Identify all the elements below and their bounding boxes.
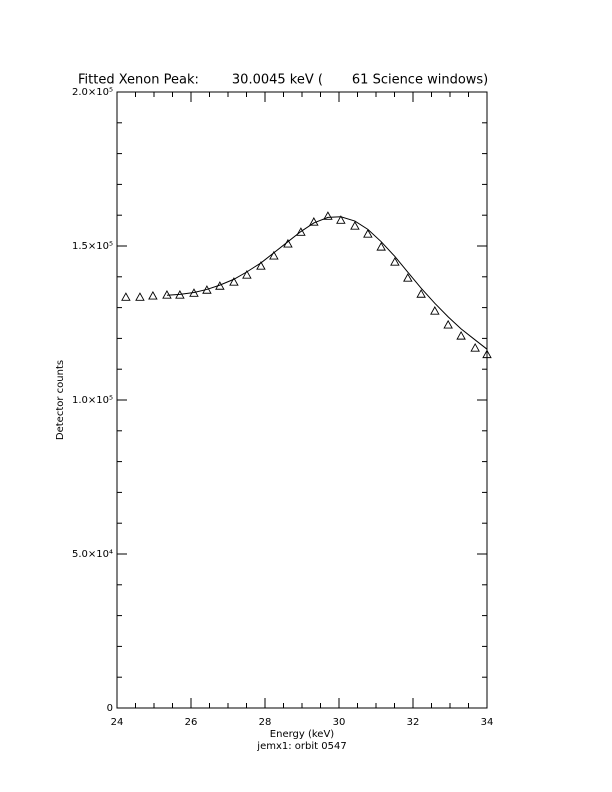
data-point — [482, 349, 492, 359]
data-point — [470, 343, 480, 352]
data-point — [229, 277, 239, 286]
y-tick-label: 2.0×10⁵ — [72, 87, 113, 98]
data-point — [269, 250, 279, 260]
data-point — [296, 227, 306, 236]
data-point — [256, 261, 266, 270]
y-tick-label: 1.0×10⁵ — [72, 395, 113, 406]
fit-line — [166, 216, 488, 350]
x-tick-label: 26 — [185, 717, 198, 728]
data-point — [363, 229, 373, 238]
data-point — [162, 290, 172, 299]
data-point — [430, 306, 440, 315]
data-point — [390, 257, 400, 266]
data-point — [350, 221, 360, 230]
data-point — [456, 331, 466, 340]
caption: jemx1: orbit 0547 — [256, 741, 346, 752]
data-point — [443, 319, 453, 329]
y-tick-label: 5.0×10⁴ — [72, 549, 113, 560]
x-tick-label: 32 — [407, 717, 420, 728]
data-point — [376, 241, 386, 251]
x-tick-label: 30 — [333, 717, 346, 728]
data-point — [403, 273, 413, 282]
y-axis-label: Detector counts — [55, 360, 66, 440]
x-tick-label: 24 — [111, 717, 124, 728]
x-tick-label: 28 — [259, 717, 272, 728]
plot-frame — [116, 91, 488, 709]
data-point — [323, 211, 333, 220]
data-point — [135, 292, 145, 301]
data-point — [416, 289, 426, 298]
data-point — [121, 292, 131, 301]
y-tick-label: 1.5×10⁵ — [72, 241, 113, 252]
chart-title: Fitted Xenon Peak: 30.0045 keV ( 61 Scie… — [78, 73, 488, 88]
data-point — [336, 215, 346, 224]
x-axis-label: Energy (keV) — [270, 729, 335, 740]
data-point — [148, 290, 158, 300]
x-tick-label: 34 — [481, 717, 494, 728]
data-point — [242, 270, 252, 279]
y-tick-label: 0 — [107, 703, 113, 714]
